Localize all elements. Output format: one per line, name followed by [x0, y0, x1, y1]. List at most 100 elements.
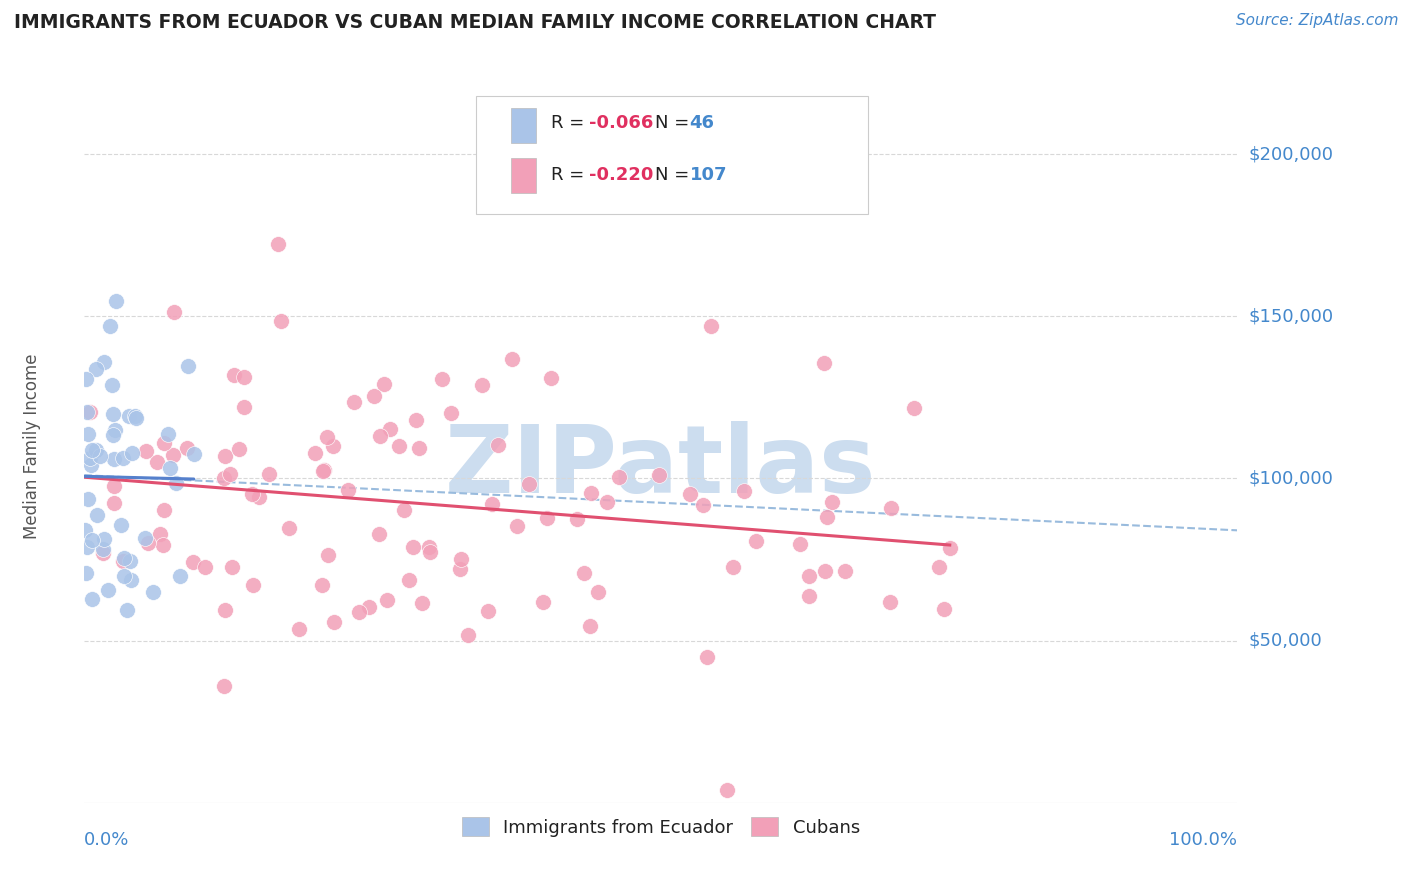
Point [486, 438, 509, 452]
Point [311, 578, 333, 592]
Point [938, 541, 960, 555]
Point [314, 462, 336, 476]
Point [266, 236, 288, 251]
Point [214, 449, 236, 463]
Text: N =: N = [655, 166, 695, 184]
FancyBboxPatch shape [510, 109, 536, 143]
Point [212, 471, 235, 485]
Point [224, 368, 246, 382]
Point [73, 523, 96, 537]
Point [219, 467, 242, 481]
Point [84, 361, 107, 376]
Point [565, 512, 588, 526]
Point [903, 401, 925, 416]
Point [76, 491, 98, 506]
Point [104, 423, 127, 437]
Text: IMMIGRANTS FROM ECUADOR VS CUBAN MEDIAN FAMILY INCOME CORRELATION CHART: IMMIGRANTS FROM ECUADOR VS CUBAN MEDIAN … [14, 13, 936, 32]
Point [121, 446, 143, 460]
Point [91, 546, 114, 560]
Point [380, 421, 402, 435]
Point [405, 412, 427, 426]
Point [540, 371, 562, 385]
Point [337, 483, 360, 497]
Point [648, 468, 671, 483]
Point [75, 372, 97, 386]
Point [242, 578, 264, 592]
Point [813, 356, 835, 370]
Point [408, 441, 430, 455]
Point [101, 428, 124, 442]
Point [136, 535, 159, 549]
Point [440, 406, 463, 420]
Legend: Immigrants from Ecuador, Cubans: Immigrants from Ecuador, Cubans [454, 810, 868, 844]
Point [103, 496, 125, 510]
Point [152, 538, 174, 552]
Point [815, 510, 838, 524]
Point [716, 783, 738, 797]
Point [232, 369, 254, 384]
Point [349, 606, 371, 620]
Text: 46: 46 [690, 114, 714, 132]
Point [89, 450, 111, 464]
Point [146, 455, 169, 469]
Point [411, 596, 433, 610]
Point [98, 318, 121, 333]
FancyBboxPatch shape [477, 96, 869, 214]
Point [322, 439, 344, 453]
Point [596, 495, 619, 509]
Point [880, 501, 903, 516]
Point [76, 405, 98, 419]
Point [103, 452, 125, 467]
Point [114, 569, 136, 583]
Point [134, 531, 156, 545]
Point [93, 533, 115, 547]
Point [165, 476, 187, 491]
Point [80, 458, 103, 473]
Point [101, 377, 124, 392]
Text: R =: R = [551, 114, 591, 132]
Point [181, 555, 204, 569]
Point [212, 679, 235, 693]
Point [502, 351, 524, 366]
Point [110, 517, 132, 532]
Point [80, 533, 103, 547]
Point [149, 526, 172, 541]
Point [879, 595, 901, 609]
Point [86, 443, 108, 458]
Point [449, 561, 471, 575]
Point [118, 409, 141, 424]
Point [322, 615, 344, 629]
Point [124, 409, 146, 423]
Point [370, 429, 392, 443]
Point [506, 519, 529, 533]
Point [142, 584, 165, 599]
Point [363, 388, 385, 402]
Point [477, 604, 499, 618]
Point [156, 427, 179, 442]
Point [163, 305, 186, 319]
Text: R =: R = [551, 166, 591, 184]
Point [318, 549, 340, 563]
Point [153, 503, 176, 517]
Point [101, 407, 124, 421]
Point [450, 551, 472, 566]
FancyBboxPatch shape [510, 159, 536, 193]
Point [457, 628, 479, 642]
Point [75, 566, 97, 580]
Point [304, 446, 326, 460]
Point [103, 478, 125, 492]
Text: $100,000: $100,000 [1249, 469, 1333, 487]
Point [79, 405, 101, 419]
Text: 100.0%: 100.0% [1170, 831, 1237, 849]
Point [572, 566, 595, 580]
Point [723, 560, 745, 574]
Point [402, 540, 425, 554]
Point [744, 533, 766, 548]
Point [277, 520, 299, 534]
Point [932, 602, 955, 616]
Point [111, 553, 134, 567]
Point [162, 448, 184, 462]
Point [517, 477, 540, 491]
Point [76, 427, 98, 442]
Point [814, 564, 837, 578]
